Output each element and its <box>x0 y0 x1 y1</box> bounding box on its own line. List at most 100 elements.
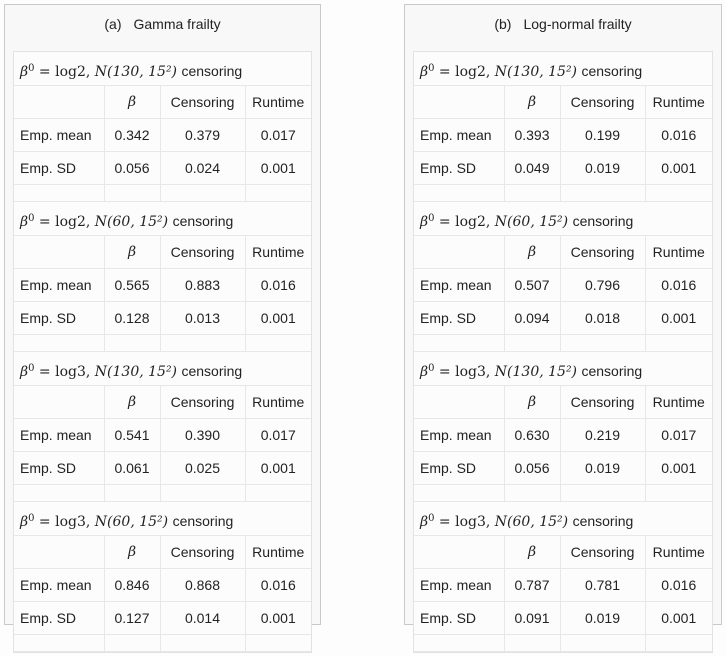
table-cell: 0.056 <box>103 151 160 185</box>
column-header: β <box>503 236 560 269</box>
table-cell: 0.868 <box>159 568 245 602</box>
header-row: β Censoring Runtime <box>14 386 311 419</box>
spacer-row <box>14 334 311 352</box>
scenario-heading: β0 = log2, N(130, 15²) censoring <box>14 52 311 86</box>
row-label: Emp. SD <box>414 301 504 335</box>
table-cell: 0.846 <box>103 568 160 602</box>
panel-gamma-frailty: (a) Gamma frailty β0 = log2, N(130, 15²) … <box>4 4 321 653</box>
row-label: Emp. mean <box>14 418 104 452</box>
table-row: Emp. mean 0.565 0.883 0.016 <box>14 268 311 302</box>
scenario-heading: β0 = log3, N(60, 15²) censoring <box>14 502 311 536</box>
scenario-table: β Censoring Runtime Emp. mean 0.507 0.796 0.01… <box>414 236 712 352</box>
table-cell: 0.001 <box>644 301 712 335</box>
table-cell: 0.219 <box>559 418 645 452</box>
column-header: Runtime <box>644 236 712 269</box>
header-row: β Censoring Runtime <box>414 86 712 119</box>
censoring-distribution: N(60, 15²) <box>94 214 169 230</box>
table-cell: 0.199 <box>559 118 645 152</box>
table-row: Emp. SD 0.127 0.014 0.001 <box>14 601 311 635</box>
censoring-suffix: censoring <box>172 513 234 529</box>
table-cell: 0.128 <box>103 301 160 335</box>
table-cell: 0.565 <box>103 268 160 302</box>
column-header <box>14 86 104 119</box>
column-header: Runtime <box>644 536 712 569</box>
panel-title-text: Log-normal frailty <box>523 16 632 32</box>
table-row: Emp. mean 0.393 0.199 0.016 <box>414 118 712 152</box>
spacer-row <box>414 184 712 202</box>
column-header: Censoring <box>559 86 645 119</box>
row-label: Emp. mean <box>414 568 504 602</box>
panel-lognormal-frailty: (b) Log-normal frailty β0 = log2, N(130, … <box>404 4 722 653</box>
table-cell: 0.025 <box>159 451 245 485</box>
table-cell: 0.016 <box>644 268 712 302</box>
table-cell: 0.091 <box>503 601 560 635</box>
table-cell: 0.016 <box>644 568 712 602</box>
table-cell: 0.507 <box>503 268 560 302</box>
table-cell: 0.001 <box>244 301 311 335</box>
table-cell: 0.796 <box>559 268 645 302</box>
scenario-heading: β0 = log2, N(130, 15²) censoring <box>414 52 712 86</box>
table-cell: 0.781 <box>559 568 645 602</box>
censoring-suffix: censoring <box>181 63 243 79</box>
column-header: Censoring <box>559 536 645 569</box>
scenario-block: β0 = log3, N(60, 15²) censoring β Censorin… <box>14 502 311 652</box>
column-header: Runtime <box>244 536 311 569</box>
column-header: β <box>503 536 560 569</box>
column-header: Censoring <box>159 536 245 569</box>
column-header: β <box>103 386 160 419</box>
header-row: β Censoring Runtime <box>414 536 712 569</box>
scenario-block: β0 = log3, N(130, 15²) censoring β Censori… <box>414 352 712 502</box>
censoring-distribution: N(130, 15²) <box>494 64 578 80</box>
table-cell: 0.001 <box>244 601 311 635</box>
table-cell: 0.024 <box>159 151 245 185</box>
table-row: Emp. mean 0.342 0.379 0.017 <box>14 118 311 152</box>
table-cell: 0.017 <box>644 418 712 452</box>
table-row: Emp. SD 0.056 0.019 0.001 <box>414 451 712 485</box>
table-cell: 0.001 <box>244 451 311 485</box>
table-cell: 0.883 <box>159 268 245 302</box>
column-header <box>414 86 504 119</box>
censoring-distribution: N(60, 15²) <box>494 214 569 230</box>
scenario-table: β Censoring Runtime Emp. mean 0.393 0.199 0.01… <box>414 86 712 202</box>
scenario-table: β Censoring Runtime Emp. mean 0.342 0.379 0.01… <box>14 86 311 202</box>
table-cell: 0.001 <box>644 451 712 485</box>
beta-true-value: log3 <box>55 364 86 380</box>
table-cell: 0.056 <box>503 451 560 485</box>
spacer-row <box>14 484 311 502</box>
scenario-block: β0 = log3, N(60, 15²) censoring β Censorin… <box>414 502 712 652</box>
column-header <box>14 386 104 419</box>
scenario-heading: β0 = log2, N(60, 15²) censoring <box>14 202 311 236</box>
row-label: Emp. mean <box>414 268 504 302</box>
row-label: Emp. SD <box>14 151 104 185</box>
table-cell: 0.014 <box>159 601 245 635</box>
table-cell: 0.019 <box>559 601 645 635</box>
censoring-suffix: censoring <box>581 63 643 79</box>
table-cell: 0.541 <box>103 418 160 452</box>
table-row: Emp. SD 0.056 0.024 0.001 <box>14 151 311 185</box>
table-cell: 0.393 <box>503 118 560 152</box>
scenario-table: β Censoring Runtime Emp. mean 0.630 0.219 0.01… <box>414 386 712 502</box>
beta-true-value: log3 <box>55 514 86 530</box>
table-row: Emp. SD 0.061 0.025 0.001 <box>14 451 311 485</box>
column-header: Runtime <box>644 86 712 119</box>
results-table: β0 = log2, N(130, 15²) censoring β Censori… <box>413 51 713 653</box>
row-label: Emp. mean <box>14 118 104 152</box>
table-cell: 0.017 <box>244 118 311 152</box>
spacer-row <box>14 634 311 652</box>
table-row: Emp. mean 0.541 0.390 0.017 <box>14 418 311 452</box>
table-cell: 0.787 <box>503 568 560 602</box>
column-header: Runtime <box>244 236 311 269</box>
column-header <box>414 386 504 419</box>
row-label: Emp. mean <box>414 118 504 152</box>
panel-title: (a) Gamma frailty <box>5 5 320 43</box>
column-header: Censoring <box>159 86 245 119</box>
column-header <box>14 236 104 269</box>
table-cell: 0.390 <box>159 418 245 452</box>
row-label: Emp. SD <box>14 451 104 485</box>
panel-title-text: Gamma frailty <box>133 16 221 32</box>
table-cell: 0.001 <box>644 151 712 185</box>
table-cell: 0.019 <box>559 151 645 185</box>
column-header: β <box>103 536 160 569</box>
censoring-suffix: censoring <box>572 213 634 229</box>
column-header: Censoring <box>159 236 245 269</box>
